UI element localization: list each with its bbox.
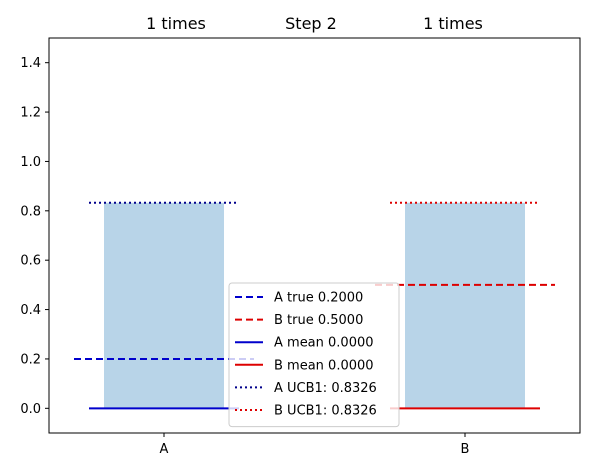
legend-label: A UCB1: 0.8326 — [274, 381, 377, 396]
legend: A true 0.2000 B true 0.5000 A mean 0.0000 B… — [228, 282, 400, 428]
legend-label: B UCB1: 0.8326 — [274, 404, 377, 419]
legend-label: B mean 0.0000 — [274, 358, 374, 373]
x-tick-label: A — [160, 442, 169, 457]
y-tick-label: 1.0 — [20, 155, 41, 170]
y-tick-label: 0.0 — [20, 402, 41, 417]
y-tick-label: 0.2 — [20, 352, 41, 367]
plot-frame — [48, 37, 581, 434]
bar-b — [405, 202, 525, 409]
bar-a — [104, 202, 224, 409]
count-label-b: 1 times — [423, 14, 483, 33]
x-tick-label: B — [461, 442, 470, 457]
y-tick-label: 1.2 — [20, 106, 41, 121]
y-tick-label: 1.4 — [20, 56, 41, 71]
y-tick-label: 0.6 — [20, 254, 41, 269]
legend-label: A true 0.2000 — [274, 291, 363, 306]
legend-box — [228, 282, 400, 428]
y-axis: 0.0 0.2 0.4 0.6 0.8 1.0 1.2 1.4 — [20, 56, 49, 417]
lines-layer — [74, 201, 555, 410]
chart-title: Step 2 — [285, 14, 337, 33]
count-label-a: 1 times — [146, 14, 206, 33]
legend-label: B true 0.5000 — [274, 313, 363, 328]
y-tick-label: 0.8 — [20, 204, 41, 219]
y-tick-label: 0.4 — [20, 303, 41, 318]
legend-label: A mean 0.0000 — [274, 336, 374, 351]
bars-layer — [104, 202, 525, 409]
header: Step 2 1 times 1 times — [146, 14, 483, 33]
